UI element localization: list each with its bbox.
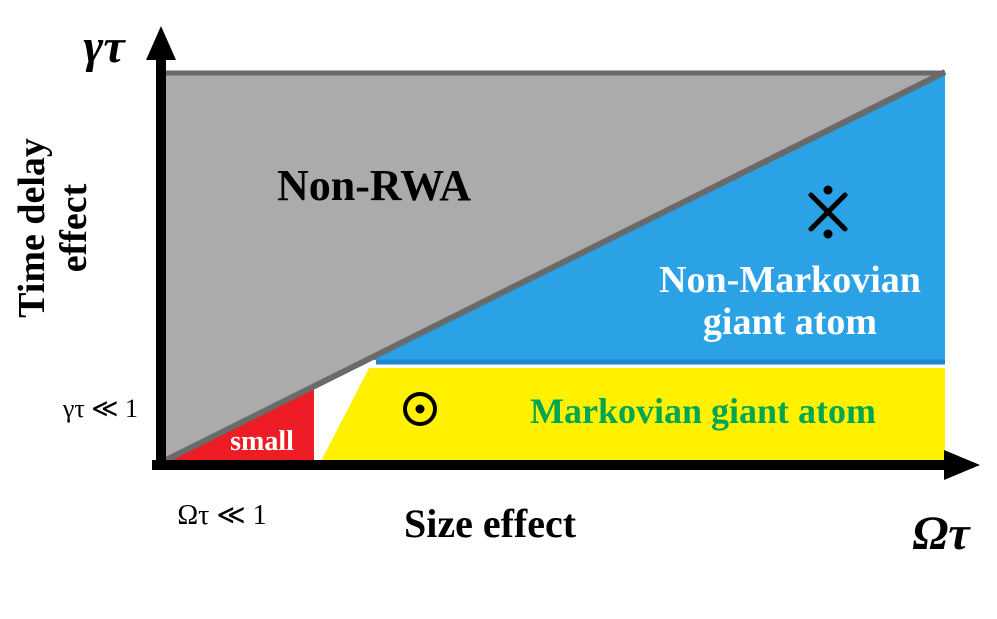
y-axis-title-line1: Time delay — [11, 138, 53, 318]
diagonal-boundary-line — [162, 69, 947, 464]
non-markovian-label-line2: giant atom — [703, 301, 877, 343]
y-axis-arrowhead-icon — [146, 26, 176, 60]
x-axis-title: Size effect — [404, 501, 577, 546]
y-axis-symbol: γτ — [83, 20, 126, 73]
non-rwa-label: Non-RWA — [277, 161, 471, 210]
circled-dot-icon — [403, 392, 437, 426]
y-axis-threshold-label: γτ ≪ 1 — [62, 394, 138, 423]
markovian-label: Markovian giant atom — [530, 391, 876, 431]
y-axis-title-line2: effect — [53, 183, 95, 272]
non-markovian-label-line1: Non-Markovian — [659, 259, 921, 301]
small-region-label: small — [230, 426, 294, 457]
x-axis-threshold-label: Ωτ ≪ 1 — [177, 500, 266, 531]
reference-mark-icon — [808, 185, 848, 239]
x-axis-arrowhead-icon — [944, 450, 980, 480]
region-markovian-giant-atom — [321, 368, 945, 461]
x-axis-symbol: Ωτ — [912, 507, 971, 560]
